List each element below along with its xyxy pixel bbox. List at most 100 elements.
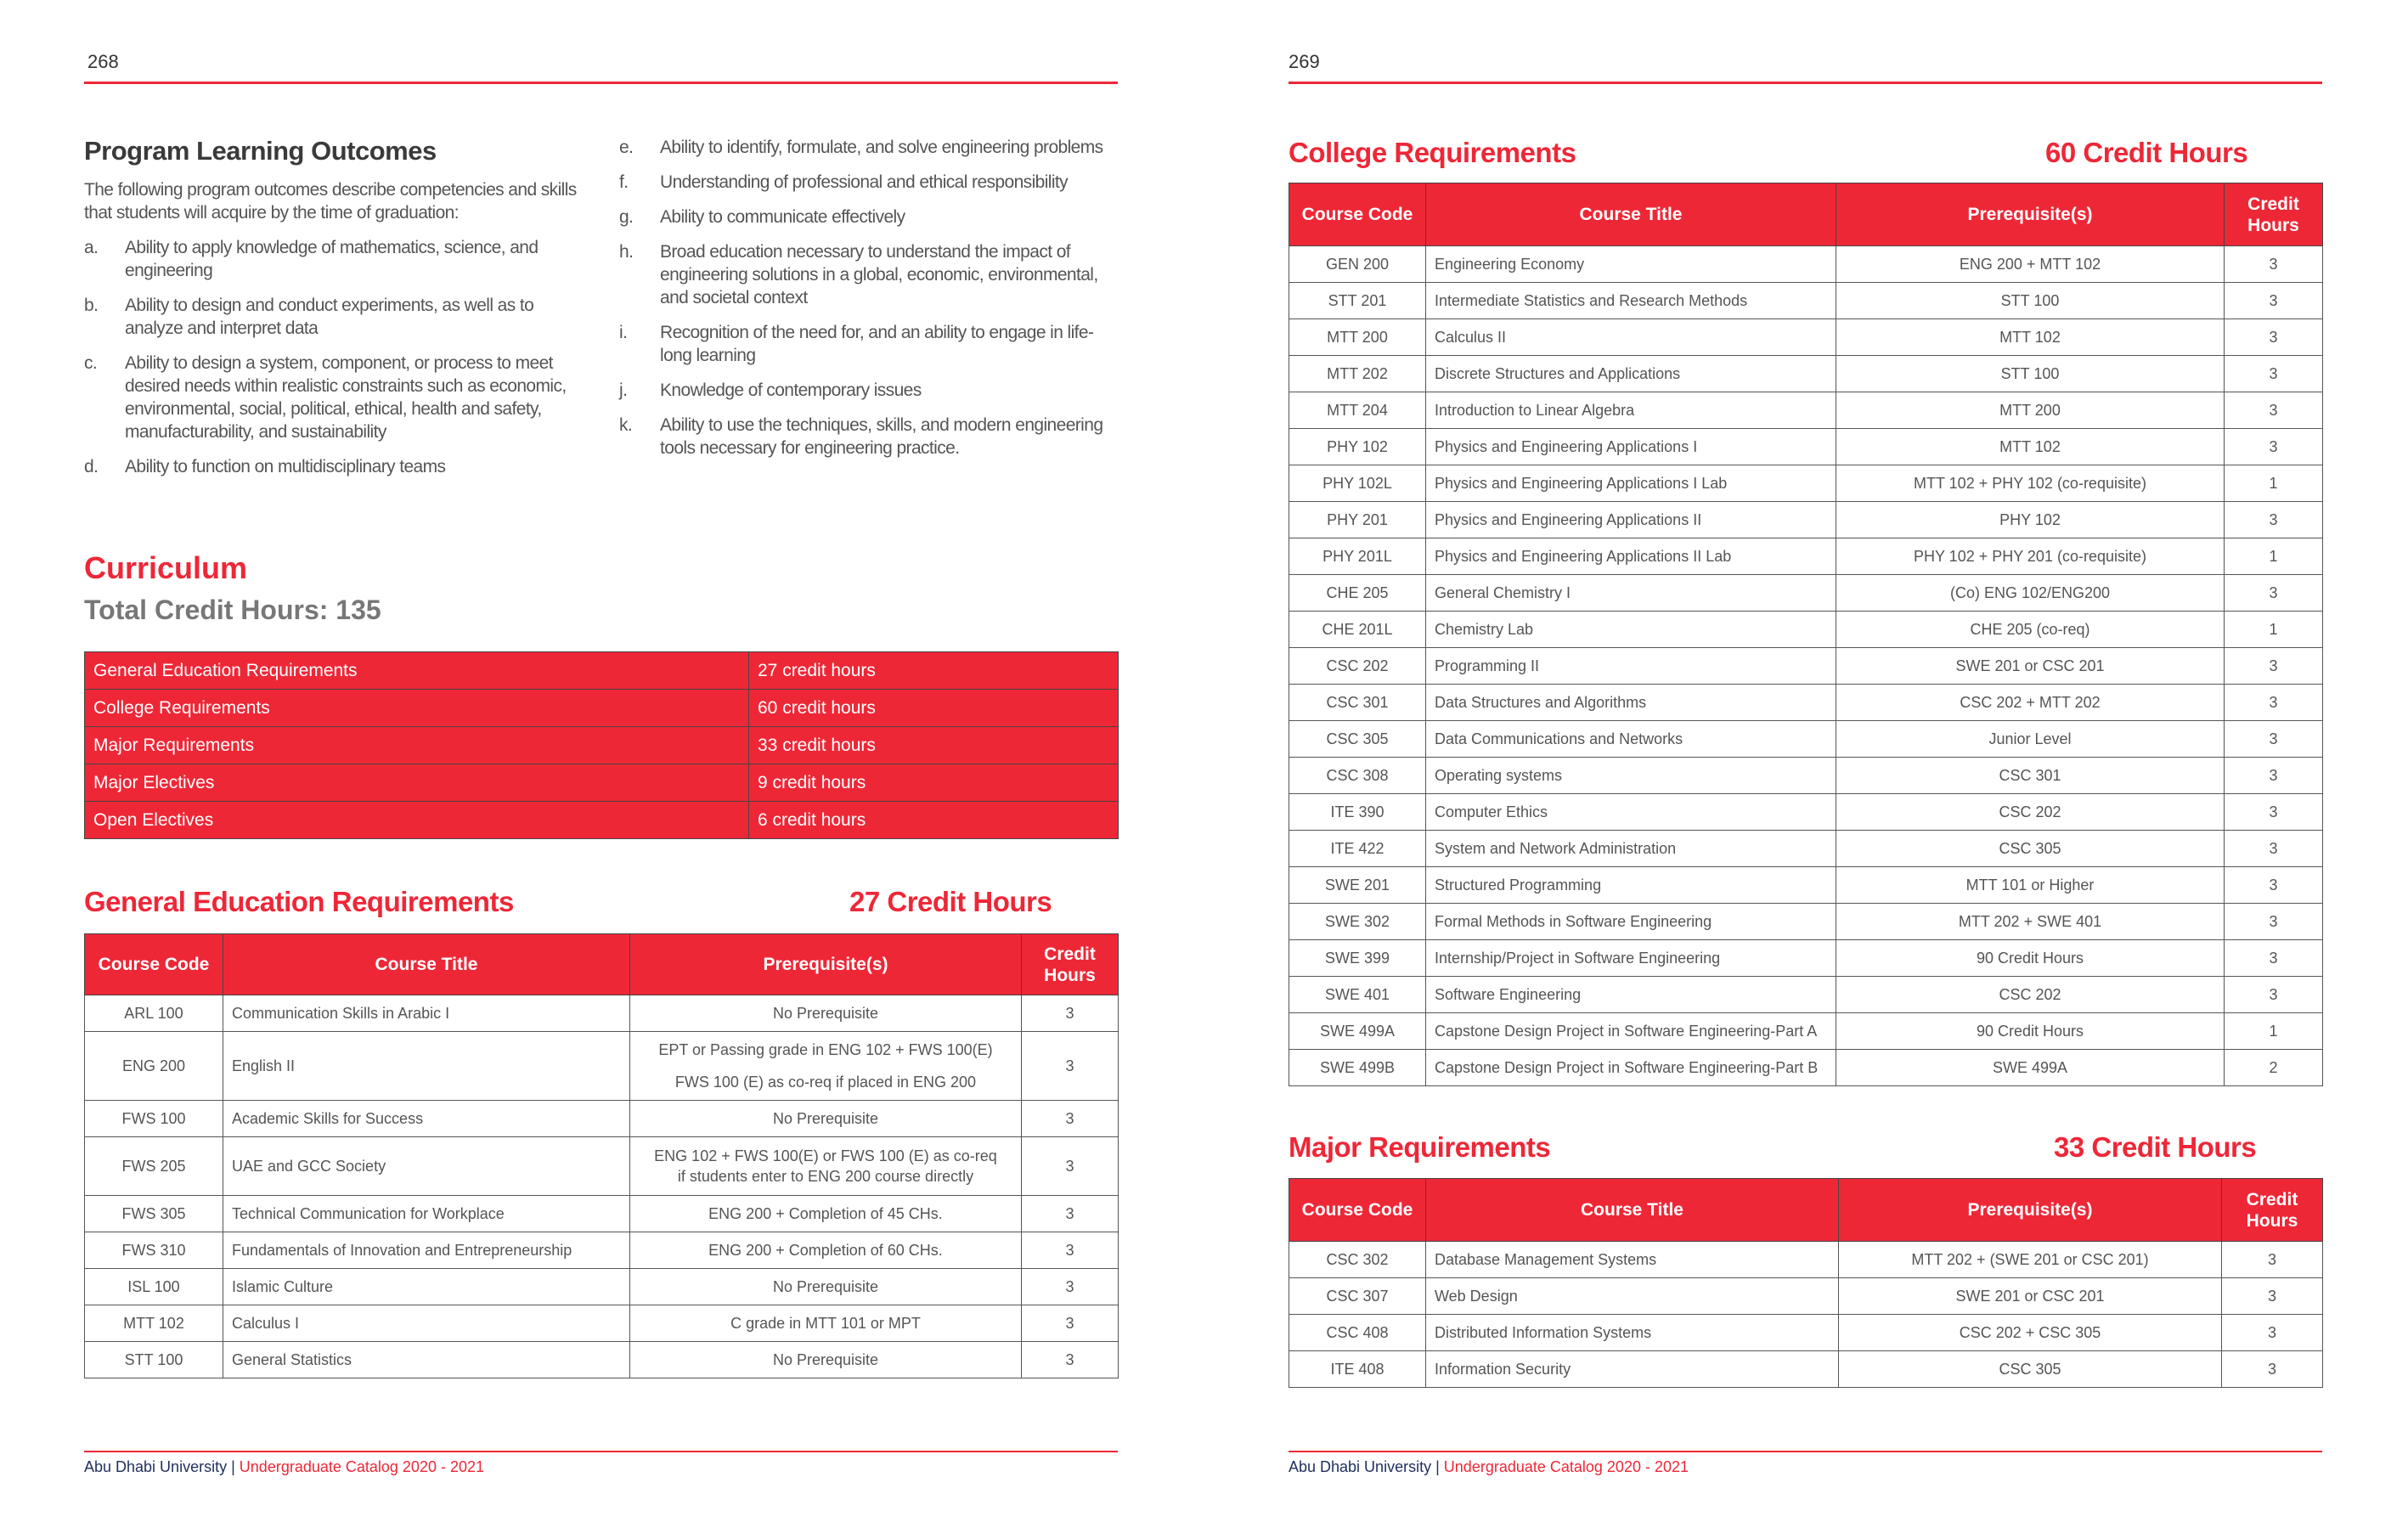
course-title: Calculus I [223,1305,630,1342]
credit-hours: 3 [1021,995,1119,1032]
outcome-text: Ability to function on multidisciplinary… [125,457,446,476]
course-code: MTT 102 [84,1305,223,1342]
summary-value: 9 credit hours [748,764,1119,802]
credit-hours: 3 [1021,1268,1119,1305]
course-code: PHY 102 [1289,428,1426,465]
outcome-text: Broad education necessary to understand … [660,242,1098,307]
prerequisite-line: 90 Credit Hours [1976,1023,2084,1040]
table-row: ITE 422 System and Network Administration… [1289,830,2323,867]
course-code: STT 100 [84,1341,223,1378]
prerequisites: CSC 202 + MTT 202 [1836,684,2225,721]
table-row: ITE 390 Computer Ethics CSC 202 3 [1289,793,2323,831]
table-row: CSC 202 Programming II SWE 201 or CSC 201 3 [1289,647,2323,685]
course-code: ENG 200 [84,1031,223,1101]
course-title: Islamic Culture [223,1268,630,1305]
course-code: CSC 308 [1289,757,1426,794]
outcome-letter: d. [84,457,99,476]
header-rule [84,82,1118,84]
table-row: ENG 200 English II EPT or Passing grade in… [84,1031,1119,1101]
course-code: CSC 408 [1289,1314,1426,1351]
prerequisite-line: ENG 200 + MTT 102 [1959,256,2101,273]
prerequisite-line: SWE 201 or CSC 201 [1955,1288,2105,1305]
header-course-code: Course Code [1289,183,1426,246]
credit-hours: 3 [1021,1232,1119,1269]
course-title: Physics and Engineering Applications I [1425,428,1836,465]
credit-hours: 3 [2224,939,2323,977]
prerequisites: MTT 101 or Higher [1836,866,2225,904]
credit-hours: 3 [2224,392,2323,429]
course-title: Programming II [1425,647,1836,685]
prerequisites: EPT or Passing grade in ENG 102 + FWS 10… [629,1031,1022,1101]
course-title: Formal Methods in Software Engineering [1425,903,1836,940]
footer-rule [84,1451,1118,1452]
course-title: System and Network Administration [1425,830,1836,867]
table-row: SWE 401 Software Engineering CSC 202 3 [1289,976,2323,1013]
outcome-letter: a. [84,238,99,257]
course-title: Chemistry Lab [1425,611,1836,648]
course-title: General Chemistry I [1425,574,1836,612]
summary-value: 6 credit hours [748,801,1119,839]
header-course-title: Course Title [1425,183,1836,246]
table-row: SWE 499A Capstone Design Project in Softw… [1289,1012,2323,1050]
prerequisite-line: CSC 305 [1999,1361,2061,1378]
outcome-letter: j. [619,381,628,400]
course-title: Data Communications and Networks [1425,720,1836,758]
course-code: ITE 422 [1289,830,1426,867]
course-code: SWE 302 [1289,903,1426,940]
outcome-item: d. Ability to function on multidisciplina… [84,455,594,478]
course-title: Engineering Economy [1425,245,1836,283]
prerequisites: CSC 301 [1836,757,2225,794]
summary-label: Major Electives [84,764,749,802]
table-row: MTT 102 Calculus I C grade in MTT 101 or M… [84,1305,1119,1342]
summary-label: General Education Requirements [84,651,749,690]
course-title: Computer Ethics [1425,793,1836,831]
outcome-text: Ability to design and conduct experiment… [125,296,534,338]
prerequisite-line: MTT 202 + SWE 401 [1958,913,2102,930]
prerequisite-line: C grade in MTT 101 or MPT [730,1315,921,1332]
course-code: FWS 100 [84,1100,223,1137]
credit-hours: 3 [2221,1277,2323,1315]
footer-university: Abu Dhabi University [1289,1458,1432,1475]
prerequisite-line: CSC 301 [1999,767,2061,784]
header-credit-hours: Credit Hours [2224,183,2323,246]
prerequisite-line: CSC 305 [1999,840,2061,857]
footer-rule [1289,1451,2322,1452]
course-title: Physics and Engineering Applications II [1425,501,1836,538]
prerequisite-line: STT 100 [2000,292,2060,309]
course-code: SWE 201 [1289,866,1426,904]
credit-hours: 3 [1021,1341,1119,1378]
prerequisite-line: No Prerequisite [772,1278,879,1295]
prerequisite-line: CSC 202 [1999,803,2061,820]
credit-hours: 3 [1021,1195,1119,1232]
course-title: Academic Skills for Success [223,1100,630,1137]
outcome-letter: c. [84,353,98,373]
course-code: ITE 390 [1289,793,1426,831]
page-number: 268 [87,51,119,72]
prerequisites: STT 100 [1836,282,2225,319]
prerequisite-line: PHY 102 [1999,511,2061,528]
table-row: CSC 305 Data Communications and Networks J… [1289,720,2323,758]
table-row: PHY 102L Physics and Engineering Applicat… [1289,465,2323,502]
prerequisites: No Prerequisite [629,995,1022,1032]
prerequisite-line: CSC 202 + MTT 202 [1960,694,2101,711]
total-credit-hours: Total Credit Hours: 135 [84,595,381,625]
credit-hours: 3 [2224,866,2323,904]
outcome-item: b. Ability to design and conduct experime… [84,294,594,340]
credit-hours: 3 [2224,647,2323,685]
prerequisites: STT 100 [1836,355,2225,392]
prerequisites: Junior Level [1836,720,2225,758]
prerequisites: SWE 499A [1836,1049,2225,1086]
course-title: Intermediate Statistics and Research Met… [1425,282,1836,319]
credit-hours: 3 [2221,1241,2323,1278]
credit-hours: 3 [2224,684,2323,721]
table-row: PHY 102 Physics and Engineering Applicati… [1289,428,2323,465]
outcome-letter: b. [84,296,99,315]
outcome-text: Ability to design a system, component, o… [125,353,567,442]
credit-hours: 3 [2224,245,2323,283]
plo-title: Program Learning Outcomes [84,136,437,166]
table-row: FWS 100 Academic Skills for Success No Pre… [84,1100,1119,1137]
prerequisites: 90 Credit Hours [1836,939,2225,977]
credit-hours: 3 [1021,1100,1119,1137]
footer-catalog: Undergraduate Catalog 2020 - 2021 [1443,1458,1689,1475]
gen-ed-title: General Education Requirements [84,886,514,917]
